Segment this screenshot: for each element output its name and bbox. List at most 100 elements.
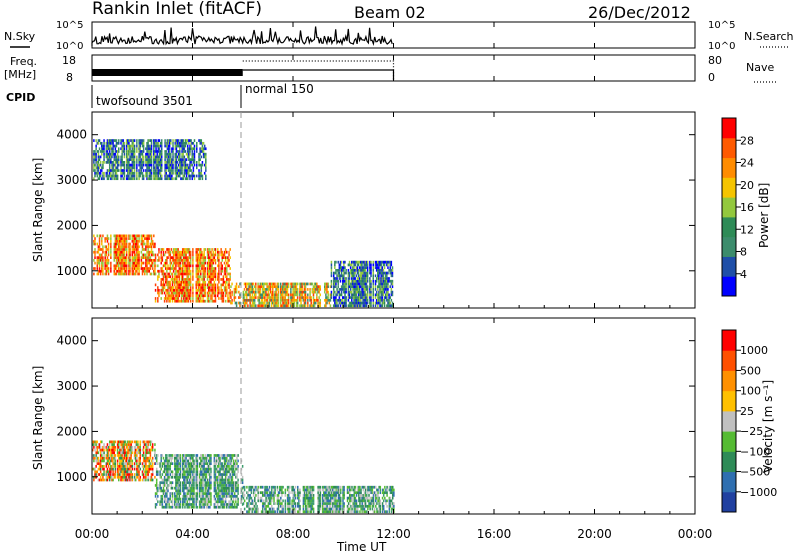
- heatmap-cell: [196, 475, 199, 479]
- heatmap-cell: [105, 445, 108, 449]
- heatmap-cell: [111, 177, 113, 181]
- heatmap-cell: [203, 171, 206, 175]
- heatmap-cell: [389, 279, 391, 283]
- heatmap-cell: [140, 256, 143, 259]
- heatmap-cell: [202, 253, 204, 257]
- heatmap-cell: [104, 261, 106, 265]
- heatmap-cell: [250, 288, 253, 291]
- heatmap-cell: [128, 250, 130, 254]
- heatmap-cell: [159, 141, 162, 145]
- heatmap-cell: [293, 298, 296, 302]
- heatmap-cell: [312, 304, 315, 308]
- heatmap-cell: [176, 484, 178, 487]
- heatmap-cell: [177, 288, 179, 292]
- heatmap-cell: [123, 456, 126, 460]
- heatmap-cell: [140, 171, 143, 175]
- heatmap-cell: [168, 497, 170, 501]
- heatmap-cell: [133, 473, 136, 476]
- heatmap-cell: [275, 304, 277, 308]
- heatmap-cell: [188, 497, 191, 501]
- heatmap-cell: [319, 293, 322, 297]
- heatmap-cell: [218, 269, 220, 273]
- heatmap-cell: [113, 448, 115, 452]
- heatmap-cell: [133, 174, 136, 178]
- heatmap-cell: [146, 264, 148, 268]
- heatmap-cell: [157, 454, 159, 457]
- heatmap-cell: [202, 259, 204, 262]
- heatmap-cell: [189, 470, 192, 474]
- heatmap-cell: [125, 454, 128, 457]
- heatmap-cell: [110, 169, 112, 172]
- heatmap-cell: [149, 465, 152, 468]
- heatmap-cell: [120, 234, 122, 238]
- heatmap-cell: [334, 282, 336, 286]
- heatmap-cell: [154, 261, 156, 265]
- heatmap-cell: [341, 266, 344, 269]
- heatmap-cell: [118, 264, 120, 268]
- heatmap-cell: [94, 169, 96, 172]
- heatmap-cell: [201, 505, 203, 509]
- heatmap-cell: [150, 163, 153, 167]
- heatmap-cell: [189, 152, 191, 156]
- heatmap-cell: [366, 285, 369, 289]
- heatmap-cell: [274, 282, 276, 286]
- heatmap-cell: [188, 150, 190, 153]
- heatmap-cell: [142, 267, 145, 270]
- heatmap-cell: [210, 256, 212, 259]
- heatmap-cell: [131, 161, 134, 164]
- heatmap-cell: [223, 256, 226, 259]
- heatmap-cell: [354, 282, 356, 286]
- heatmap-cell: [127, 174, 129, 178]
- heatmap-cell: [380, 279, 382, 283]
- heatmap-cell: [133, 478, 136, 482]
- heatmap-cell: [309, 290, 311, 294]
- heatmap-cell: [171, 503, 174, 506]
- heatmap-cell: [161, 269, 164, 273]
- heatmap-cell: [176, 294, 178, 298]
- heatmap-cell: [181, 462, 184, 465]
- heatmap-cell: [111, 473, 113, 476]
- heatmap-cell: [115, 253, 118, 257]
- heatmap-cell: [113, 269, 115, 273]
- heatmap-cell: [114, 171, 117, 175]
- heatmap-cell: [130, 152, 132, 156]
- heatmap-cell: [106, 456, 109, 460]
- heatmap-cell: [189, 269, 192, 273]
- heatmap-cell: [220, 250, 222, 254]
- heatmap-cell: [136, 261, 138, 265]
- heatmap-cell: [115, 177, 118, 181]
- heatmap-cell: [167, 286, 169, 289]
- heatmap-cell: [203, 250, 205, 254]
- heatmap-cell: [139, 163, 141, 167]
- heatmap-cell: [101, 253, 103, 257]
- heatmap-cell: [123, 150, 126, 153]
- heatmap-cell: [383, 298, 386, 302]
- heatmap-cell: [361, 285, 363, 289]
- heatmap-cell: [377, 293, 379, 297]
- heatmap-cell: [120, 475, 122, 479]
- heatmap-cell: [149, 475, 152, 479]
- heatmap-cell: [160, 454, 162, 457]
- heatmap-cell: [160, 456, 162, 460]
- heatmap-cell: [200, 269, 202, 273]
- heatmap-cell: [110, 473, 112, 476]
- heatmap-cell: [110, 242, 112, 246]
- heatmap-cell: [291, 293, 293, 297]
- heatmap-cell: [204, 299, 207, 303]
- heatmap-cell: [130, 445, 132, 449]
- heatmap-cell: [176, 166, 179, 170]
- heatmap-cell: [166, 459, 168, 463]
- heatmap-cell: [134, 242, 137, 246]
- heatmap-cell: [160, 163, 163, 167]
- heatmap-cell: [196, 261, 199, 265]
- heatmap-cell: [200, 139, 203, 142]
- heatmap-cell: [178, 465, 181, 468]
- heatmap-cell: [136, 462, 138, 465]
- heatmap-cell: [358, 279, 361, 283]
- heatmap-cell: [354, 301, 356, 305]
- heatmap-cell: [210, 250, 212, 254]
- heatmap-cell: [370, 266, 372, 269]
- heatmap-cell: [130, 465, 132, 468]
- nave-tick-bottom: 0: [708, 71, 715, 84]
- heatmap-cell: [119, 451, 121, 455]
